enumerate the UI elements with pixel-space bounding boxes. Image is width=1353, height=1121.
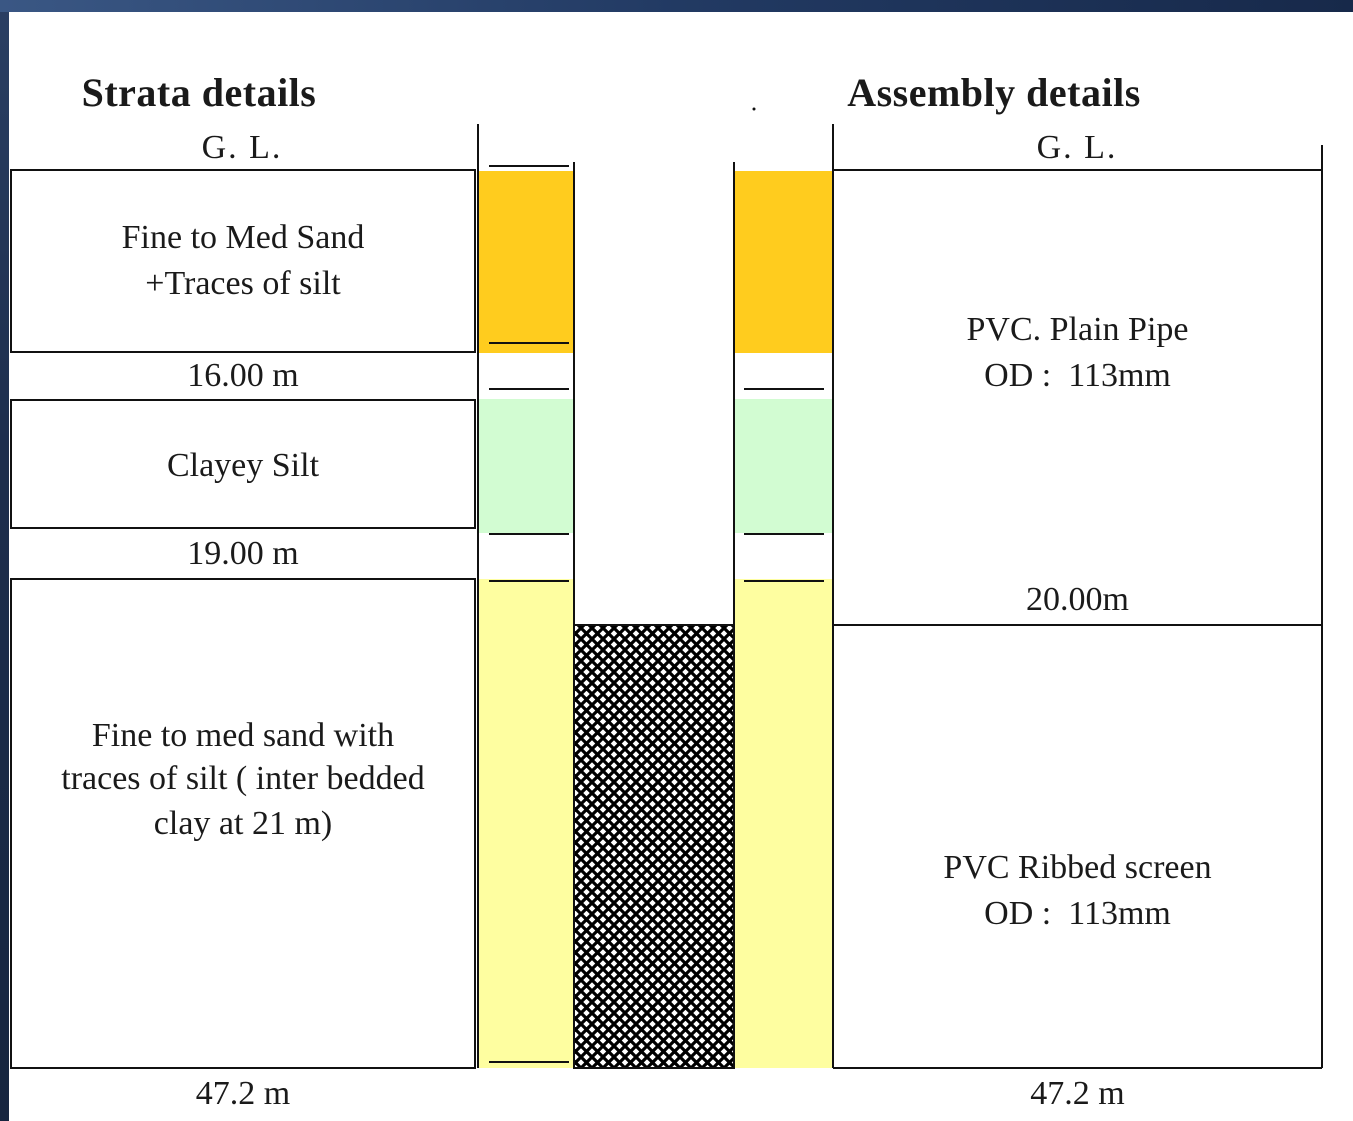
strata-box-1 bbox=[10, 169, 476, 353]
strata-details-heading: Strata details bbox=[81, 70, 317, 115]
strata-layer-3-line-2: traces of silt ( inter bedded bbox=[61, 760, 425, 797]
assembly-pipe-line-1: PVC. Plain Pipe bbox=[966, 311, 1189, 348]
strata-depth-16m: 16.00 m bbox=[187, 357, 299, 394]
well-diagram-panel: Strata details Assembly details G. L. G.… bbox=[9, 12, 1353, 1121]
strata-layer-1-line-2: +Traces of silt bbox=[145, 265, 341, 302]
strata-box-3 bbox=[10, 578, 476, 1069]
strata-depth-19m: 19.00 m bbox=[187, 535, 299, 572]
right-column-sand-orange bbox=[734, 171, 833, 353]
left-column-sand-yellow bbox=[478, 579, 574, 1068]
left-column-clayey-silt-green bbox=[478, 399, 574, 533]
assembly-depth-bottom: 47.2 m bbox=[1030, 1075, 1125, 1112]
left-column-sand-orange bbox=[478, 171, 574, 353]
assembly-ground-level: G. L. bbox=[1036, 129, 1118, 166]
assembly-pipe-line-2: OD : 113mm bbox=[984, 357, 1171, 394]
strata-layer-3-line-3: clay at 21 m) bbox=[153, 805, 333, 842]
diagram-lines bbox=[10, 107, 1323, 1069]
strata-depth-bottom: 47.2 m bbox=[195, 1075, 291, 1112]
right-column-sand-yellow bbox=[734, 579, 833, 1068]
assembly-pipe-depth: 20.00m bbox=[1026, 581, 1129, 618]
window-frame-top bbox=[0, 0, 1353, 12]
strata-layer-2: Clayey Silt bbox=[166, 447, 320, 484]
assembly-details-heading: Assembly details bbox=[847, 70, 1141, 115]
gravel-pack-hatch bbox=[573, 624, 735, 1069]
strata-layer-1-line-1: Fine to Med Sand bbox=[121, 219, 365, 256]
assembly-screen-line-2: OD : 113mm bbox=[984, 895, 1171, 932]
assembly-screen-line-1: PVC Ribbed screen bbox=[943, 849, 1212, 886]
strata-layer-3-line-1: Fine to med sand with bbox=[91, 717, 395, 754]
strata-ground-level: G. L. bbox=[201, 129, 283, 166]
strata-box-2 bbox=[10, 399, 476, 529]
right-column-clayey-silt-green bbox=[734, 399, 833, 533]
